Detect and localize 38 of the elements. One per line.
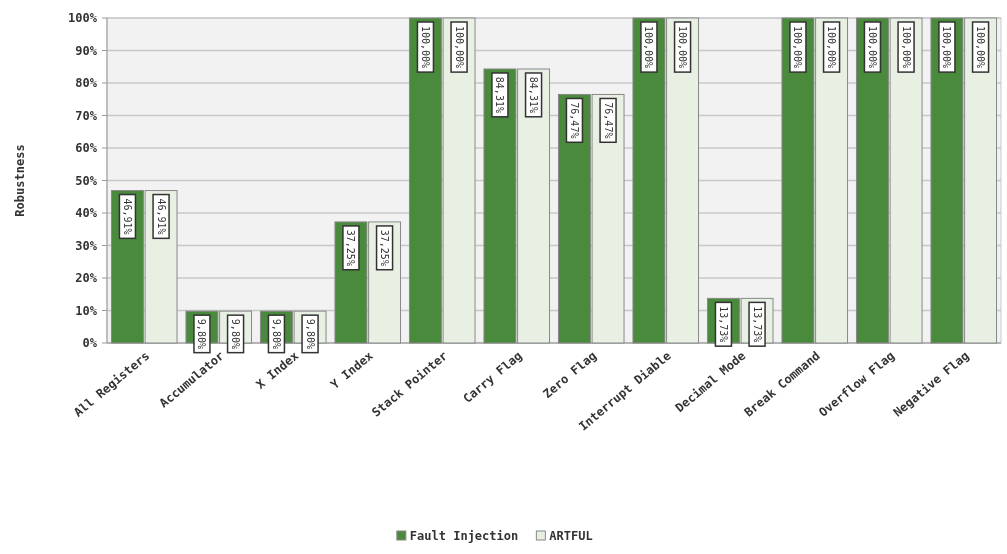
- y-tick-label: 30%: [75, 238, 98, 253]
- y-tick-label: 50%: [75, 173, 98, 188]
- data-label: 100,00%: [677, 25, 689, 69]
- legend-label: Fault Injection: [409, 529, 519, 543]
- data-label: 100,00%: [792, 25, 804, 69]
- data-label: 100,00%: [453, 25, 465, 69]
- y-tick-label: 10%: [75, 303, 98, 318]
- data-label: 100,00%: [419, 25, 431, 69]
- data-label: 84,31%: [494, 76, 506, 113]
- y-tick-label: 80%: [75, 76, 98, 90]
- y-tick-label: 60%: [75, 141, 98, 155]
- y-tick-label: 100%: [68, 11, 98, 25]
- data-label: 37,25%: [379, 229, 391, 266]
- data-label: 13,73%: [751, 306, 763, 343]
- data-label: 100,00%: [866, 25, 878, 69]
- data-label: 76,47%: [602, 102, 614, 139]
- y-tick-label: 20%: [75, 271, 98, 285]
- y-tick-label: 70%: [75, 108, 98, 123]
- y-tick-label: 40%: [75, 206, 98, 220]
- y-axis-title: Robustness: [13, 144, 27, 217]
- data-label: 46,91%: [155, 198, 167, 235]
- data-label: 9,80%: [196, 318, 208, 349]
- data-label: 100,00%: [975, 25, 987, 69]
- data-label: 100,00%: [826, 25, 838, 69]
- data-label: 100,00%: [900, 25, 912, 69]
- data-label: 46,91%: [121, 198, 133, 235]
- data-label: 9,80%: [270, 318, 282, 349]
- y-tick-label: 0%: [82, 336, 98, 350]
- data-label: 37,25%: [345, 229, 357, 266]
- y-tick-label: 90%: [75, 43, 98, 58]
- data-label: 9,80%: [230, 318, 242, 349]
- data-label: 13,73%: [717, 306, 729, 343]
- data-label: 9,80%: [304, 318, 316, 349]
- data-label: 84,31%: [528, 76, 540, 113]
- legend-label: ARTFUL: [549, 529, 593, 543]
- data-label: 76,47%: [568, 102, 580, 139]
- data-label: 100,00%: [643, 25, 655, 69]
- data-label: 100,00%: [941, 25, 953, 69]
